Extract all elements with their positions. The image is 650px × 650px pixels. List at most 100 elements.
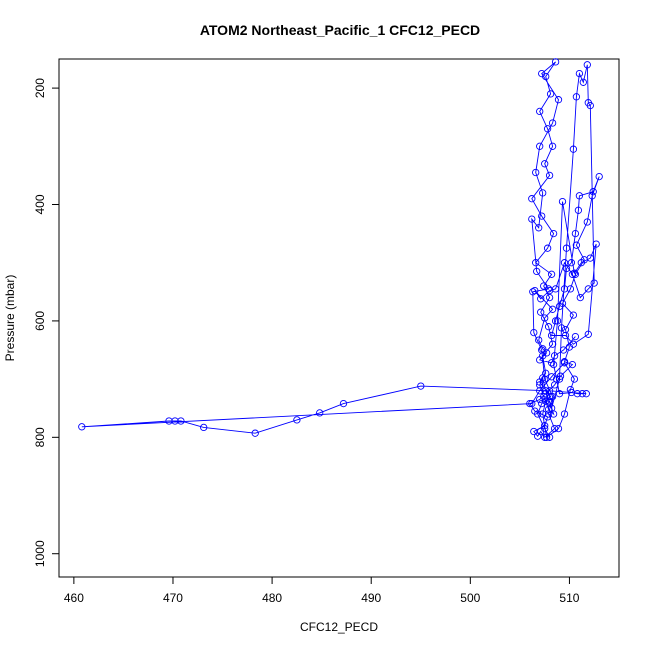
y-axis: 200 400 600 800 1000 bbox=[33, 78, 59, 567]
x-tick-label-3: 490 bbox=[361, 591, 381, 605]
data-point-88 bbox=[549, 360, 558, 369]
data-point-51 bbox=[526, 399, 534, 408]
data-point-147 bbox=[535, 336, 543, 344]
data-point-136 bbox=[590, 279, 598, 287]
data-point-113 bbox=[554, 424, 563, 433]
y-tick-label-4: 1000 bbox=[33, 540, 47, 567]
data-point-143 bbox=[537, 295, 545, 303]
data-point-31 bbox=[532, 168, 540, 177]
data-point-144 bbox=[531, 286, 539, 295]
data-point-67 bbox=[588, 192, 596, 200]
x-tick-label-1: 470 bbox=[163, 591, 183, 605]
data-point-62 bbox=[566, 285, 575, 293]
data-point-130 bbox=[572, 93, 581, 101]
data-point-82 bbox=[592, 240, 600, 248]
data-point-109 bbox=[560, 359, 569, 367]
data-point-11 bbox=[545, 293, 554, 302]
data-point-23 bbox=[536, 107, 544, 116]
data-point-85 bbox=[570, 269, 579, 277]
data-point-20 bbox=[541, 160, 549, 168]
data-point-38 bbox=[530, 328, 538, 337]
data-point-22 bbox=[543, 125, 552, 133]
data-point-154 bbox=[571, 332, 580, 341]
data-point-114 bbox=[542, 433, 551, 441]
x-tick-label-5: 510 bbox=[559, 591, 579, 605]
data-point-13 bbox=[547, 270, 556, 278]
series-line bbox=[81, 61, 600, 439]
data-point-100 bbox=[251, 429, 259, 437]
data-point-133 bbox=[583, 61, 591, 69]
data-point-30 bbox=[536, 142, 544, 150]
x-axis-label: CFC12_PECD bbox=[300, 620, 378, 634]
data-point-104 bbox=[165, 417, 173, 425]
data-point-102 bbox=[177, 417, 185, 425]
data-point-129 bbox=[569, 145, 578, 153]
data-point-140 bbox=[560, 259, 569, 267]
data-point-77 bbox=[551, 317, 560, 325]
x-tick-label-4: 500 bbox=[460, 591, 480, 605]
data-point-69 bbox=[589, 188, 597, 196]
data-point-92 bbox=[573, 390, 582, 398]
data-point-150 bbox=[536, 356, 544, 364]
data-point-70 bbox=[575, 192, 584, 200]
data-point-27 bbox=[538, 69, 546, 78]
data-point-18 bbox=[528, 195, 536, 203]
data-point-81 bbox=[584, 330, 592, 338]
data-point-35 bbox=[533, 267, 541, 276]
data-point-63 bbox=[571, 270, 580, 278]
data-point-86 bbox=[558, 197, 567, 206]
data-point-32 bbox=[539, 189, 547, 197]
data-point-66 bbox=[583, 218, 591, 226]
x-tick-label-0: 460 bbox=[64, 591, 84, 605]
data-point-105 bbox=[78, 423, 86, 431]
data-point-137 bbox=[584, 285, 592, 293]
data-point-110 bbox=[570, 375, 579, 383]
data-point-78 bbox=[547, 331, 556, 340]
data-point-139 bbox=[568, 270, 577, 278]
x-axis: 460 470 480 490 500 510 bbox=[64, 577, 580, 605]
data-point-122 bbox=[539, 374, 547, 382]
plot-frame bbox=[58, 58, 620, 578]
data-point-9 bbox=[544, 323, 553, 331]
y-tick-label-3: 800 bbox=[33, 427, 47, 447]
data-point-10 bbox=[537, 308, 545, 316]
data-point-145 bbox=[548, 305, 557, 313]
data-point-80 bbox=[569, 340, 578, 348]
data-point-68 bbox=[595, 172, 603, 181]
data-point-99 bbox=[293, 416, 301, 424]
data-point-14 bbox=[532, 259, 540, 267]
y-tick-label-2: 600 bbox=[33, 311, 47, 331]
data-point-26 bbox=[551, 58, 560, 66]
data-point-151 bbox=[547, 359, 556, 367]
data-point-59 bbox=[561, 325, 570, 334]
data-point-93 bbox=[578, 390, 586, 398]
data-point-71 bbox=[574, 206, 583, 214]
data-point-87 bbox=[553, 317, 562, 325]
data-point-142 bbox=[545, 286, 554, 295]
data-point-28 bbox=[554, 96, 563, 104]
data-point-3 bbox=[538, 399, 546, 408]
data-point-94 bbox=[582, 390, 590, 398]
data-point-101 bbox=[200, 423, 208, 432]
plot-area bbox=[78, 58, 603, 441]
data-point-17 bbox=[538, 212, 546, 220]
data-point-123 bbox=[542, 387, 550, 395]
data-point-84 bbox=[577, 259, 585, 267]
data-point-19 bbox=[545, 171, 554, 180]
x-tick-label-2: 480 bbox=[262, 591, 282, 605]
data-point-48 bbox=[541, 422, 549, 430]
data-point-115 bbox=[539, 410, 547, 418]
data-point-127 bbox=[557, 324, 566, 332]
data-point-73 bbox=[567, 259, 576, 267]
data-point-56 bbox=[568, 360, 577, 369]
data-point-132 bbox=[579, 78, 587, 86]
data-point-153 bbox=[559, 346, 568, 354]
data-point-0 bbox=[545, 433, 554, 441]
data-point-75 bbox=[560, 285, 569, 293]
data-point-46 bbox=[534, 432, 542, 440]
data-point-37 bbox=[529, 288, 537, 296]
data-point-98 bbox=[316, 409, 324, 417]
data-point-146 bbox=[541, 314, 549, 322]
data-point-60 bbox=[569, 311, 578, 319]
